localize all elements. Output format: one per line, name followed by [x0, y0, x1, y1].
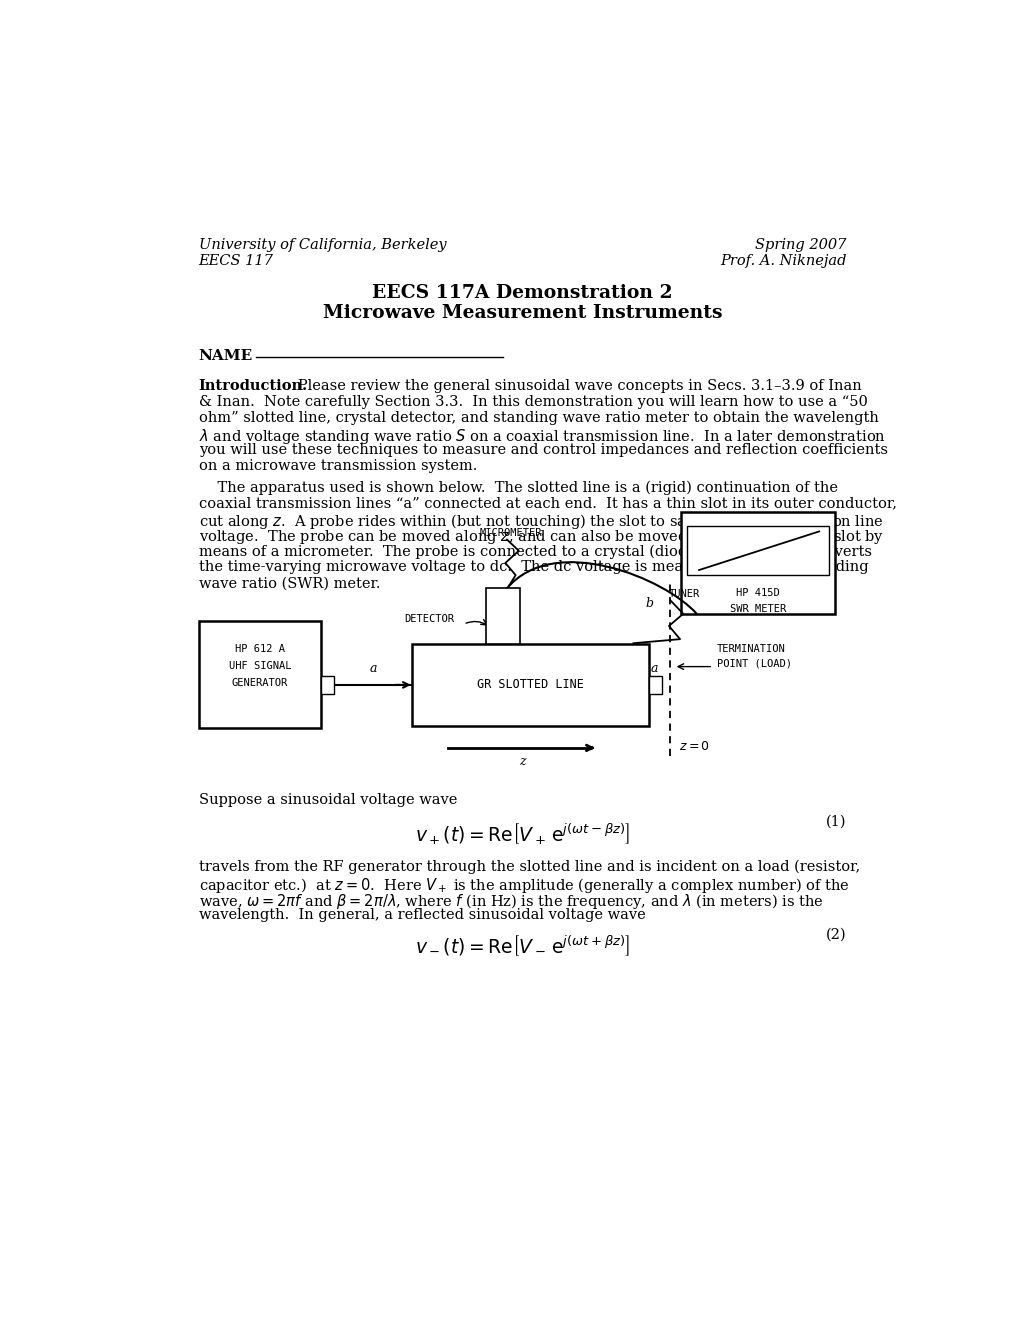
Bar: [687, 527, 827, 576]
Text: $v_+(t) = \mathrm{Re}\left[V_+\, \mathrm{e}^{j(\omega t - \beta z)}\right]$: $v_+(t) = \mathrm{Re}\left[V_+\, \mathrm…: [415, 821, 630, 846]
Text: University of California, Berkeley: University of California, Berkeley: [199, 238, 446, 252]
Bar: [681, 512, 835, 614]
Text: $\lambda$ and voltage standing wave ratio $S$ on a coaxial transmission line.  I: $\lambda$ and voltage standing wave rati…: [199, 428, 884, 446]
Text: MICROMETER: MICROMETER: [479, 528, 541, 537]
Text: HP 612 A: HP 612 A: [234, 644, 284, 655]
Text: Please review the general sinusoidal wave concepts in Secs. 3.1–3.9 of Inan: Please review the general sinusoidal wav…: [283, 379, 861, 393]
Text: you will use these techniques to measure and control impedances and reflection c: you will use these techniques to measure…: [199, 444, 887, 457]
Text: wave ratio (SWR) meter.: wave ratio (SWR) meter.: [199, 577, 380, 590]
Text: (1): (1): [825, 814, 846, 829]
Text: & Inan.  Note carefully Section 3.3.  In this demonstration you will learn how t: & Inan. Note carefully Section 3.3. In t…: [199, 395, 867, 409]
Text: POINT (LOAD): POINT (LOAD): [716, 659, 792, 669]
Bar: [412, 644, 648, 726]
Text: cut along $z$.  A probe rides within (but not touching) the slot to sample the t: cut along $z$. A probe rides within (but…: [199, 512, 882, 531]
Text: SWR METER: SWR METER: [729, 603, 786, 614]
Text: HP 415D: HP 415D: [736, 589, 780, 598]
Text: TUNER: TUNER: [668, 589, 700, 598]
Bar: [649, 676, 661, 694]
Text: DETECTOR: DETECTOR: [404, 614, 453, 624]
Text: wavelength.  In general, a reflected sinusoidal voltage wave: wavelength. In general, a reflected sinu…: [199, 908, 645, 921]
Text: wave, $\omega = 2\pi f$ and $\beta = 2\pi/\lambda$, where $f$ (in Hz) is the fre: wave, $\omega = 2\pi f$ and $\beta = 2\p…: [199, 892, 822, 911]
Text: ohm” slotted line, crystal detector, and standing wave ratio meter to obtain the: ohm” slotted line, crystal detector, and…: [199, 411, 877, 425]
Bar: [486, 589, 519, 644]
Text: EECS 117: EECS 117: [199, 253, 273, 268]
Text: NAME: NAME: [199, 350, 253, 363]
Text: capacitor etc.)  at $z = 0$.  Here $V_+$ is the amplitude (generally a complex n: capacitor etc.) at $z = 0$. Here $V_+$ i…: [199, 875, 848, 895]
Text: a: a: [649, 661, 657, 675]
Text: EECS 117A Demonstration 2: EECS 117A Demonstration 2: [372, 284, 673, 302]
Text: voltage.  The probe can be moved along $z$, and can also be moved into and out o: voltage. The probe can be moved along $z…: [199, 528, 882, 546]
Text: Spring 2007: Spring 2007: [755, 238, 846, 252]
Bar: [199, 620, 321, 727]
Text: UHF SIGNAL: UHF SIGNAL: [228, 661, 290, 672]
Text: Suppose a sinusoidal voltage wave: Suppose a sinusoidal voltage wave: [199, 792, 457, 807]
Text: z: z: [519, 755, 526, 768]
Text: GENERATOR: GENERATOR: [231, 678, 287, 689]
Text: on a microwave transmission system.: on a microwave transmission system.: [199, 459, 477, 474]
Text: The apparatus used is shown below.  The slotted line is a (rigid) continuation o: The apparatus used is shown below. The s…: [199, 480, 837, 495]
Text: the time-varying microwave voltage to dc.  The dc voltage is measured using the : the time-varying microwave voltage to dc…: [199, 561, 867, 574]
Text: Prof. A. Niknejad: Prof. A. Niknejad: [719, 253, 846, 268]
Text: $v_-(t) = \mathrm{Re}\left[V_-\, \mathrm{e}^{j(\omega t + \beta z)}\right]$: $v_-(t) = \mathrm{Re}\left[V_-\, \mathrm…: [415, 933, 630, 958]
Text: (2): (2): [825, 928, 846, 941]
Text: b: b: [645, 597, 652, 610]
Text: $z = 0$: $z = 0$: [679, 741, 709, 752]
Bar: [321, 676, 333, 694]
Text: a: a: [369, 661, 376, 675]
Text: Introduction.: Introduction.: [199, 379, 308, 393]
Text: TERMINATION: TERMINATION: [716, 644, 786, 655]
Text: means of a micrometer.  The probe is connected to a crystal (diode) detector tha: means of a micrometer. The probe is conn…: [199, 544, 871, 558]
Text: Microwave Measurement Instruments: Microwave Measurement Instruments: [323, 304, 721, 322]
Text: travels from the RF generator through the slotted line and is incident on a load: travels from the RF generator through th…: [199, 859, 859, 874]
Text: coaxial transmission lines “a” connected at each end.  It has a thin slot in its: coaxial transmission lines “a” connected…: [199, 496, 896, 511]
Text: GR SLOTTED LINE: GR SLOTTED LINE: [477, 678, 584, 692]
